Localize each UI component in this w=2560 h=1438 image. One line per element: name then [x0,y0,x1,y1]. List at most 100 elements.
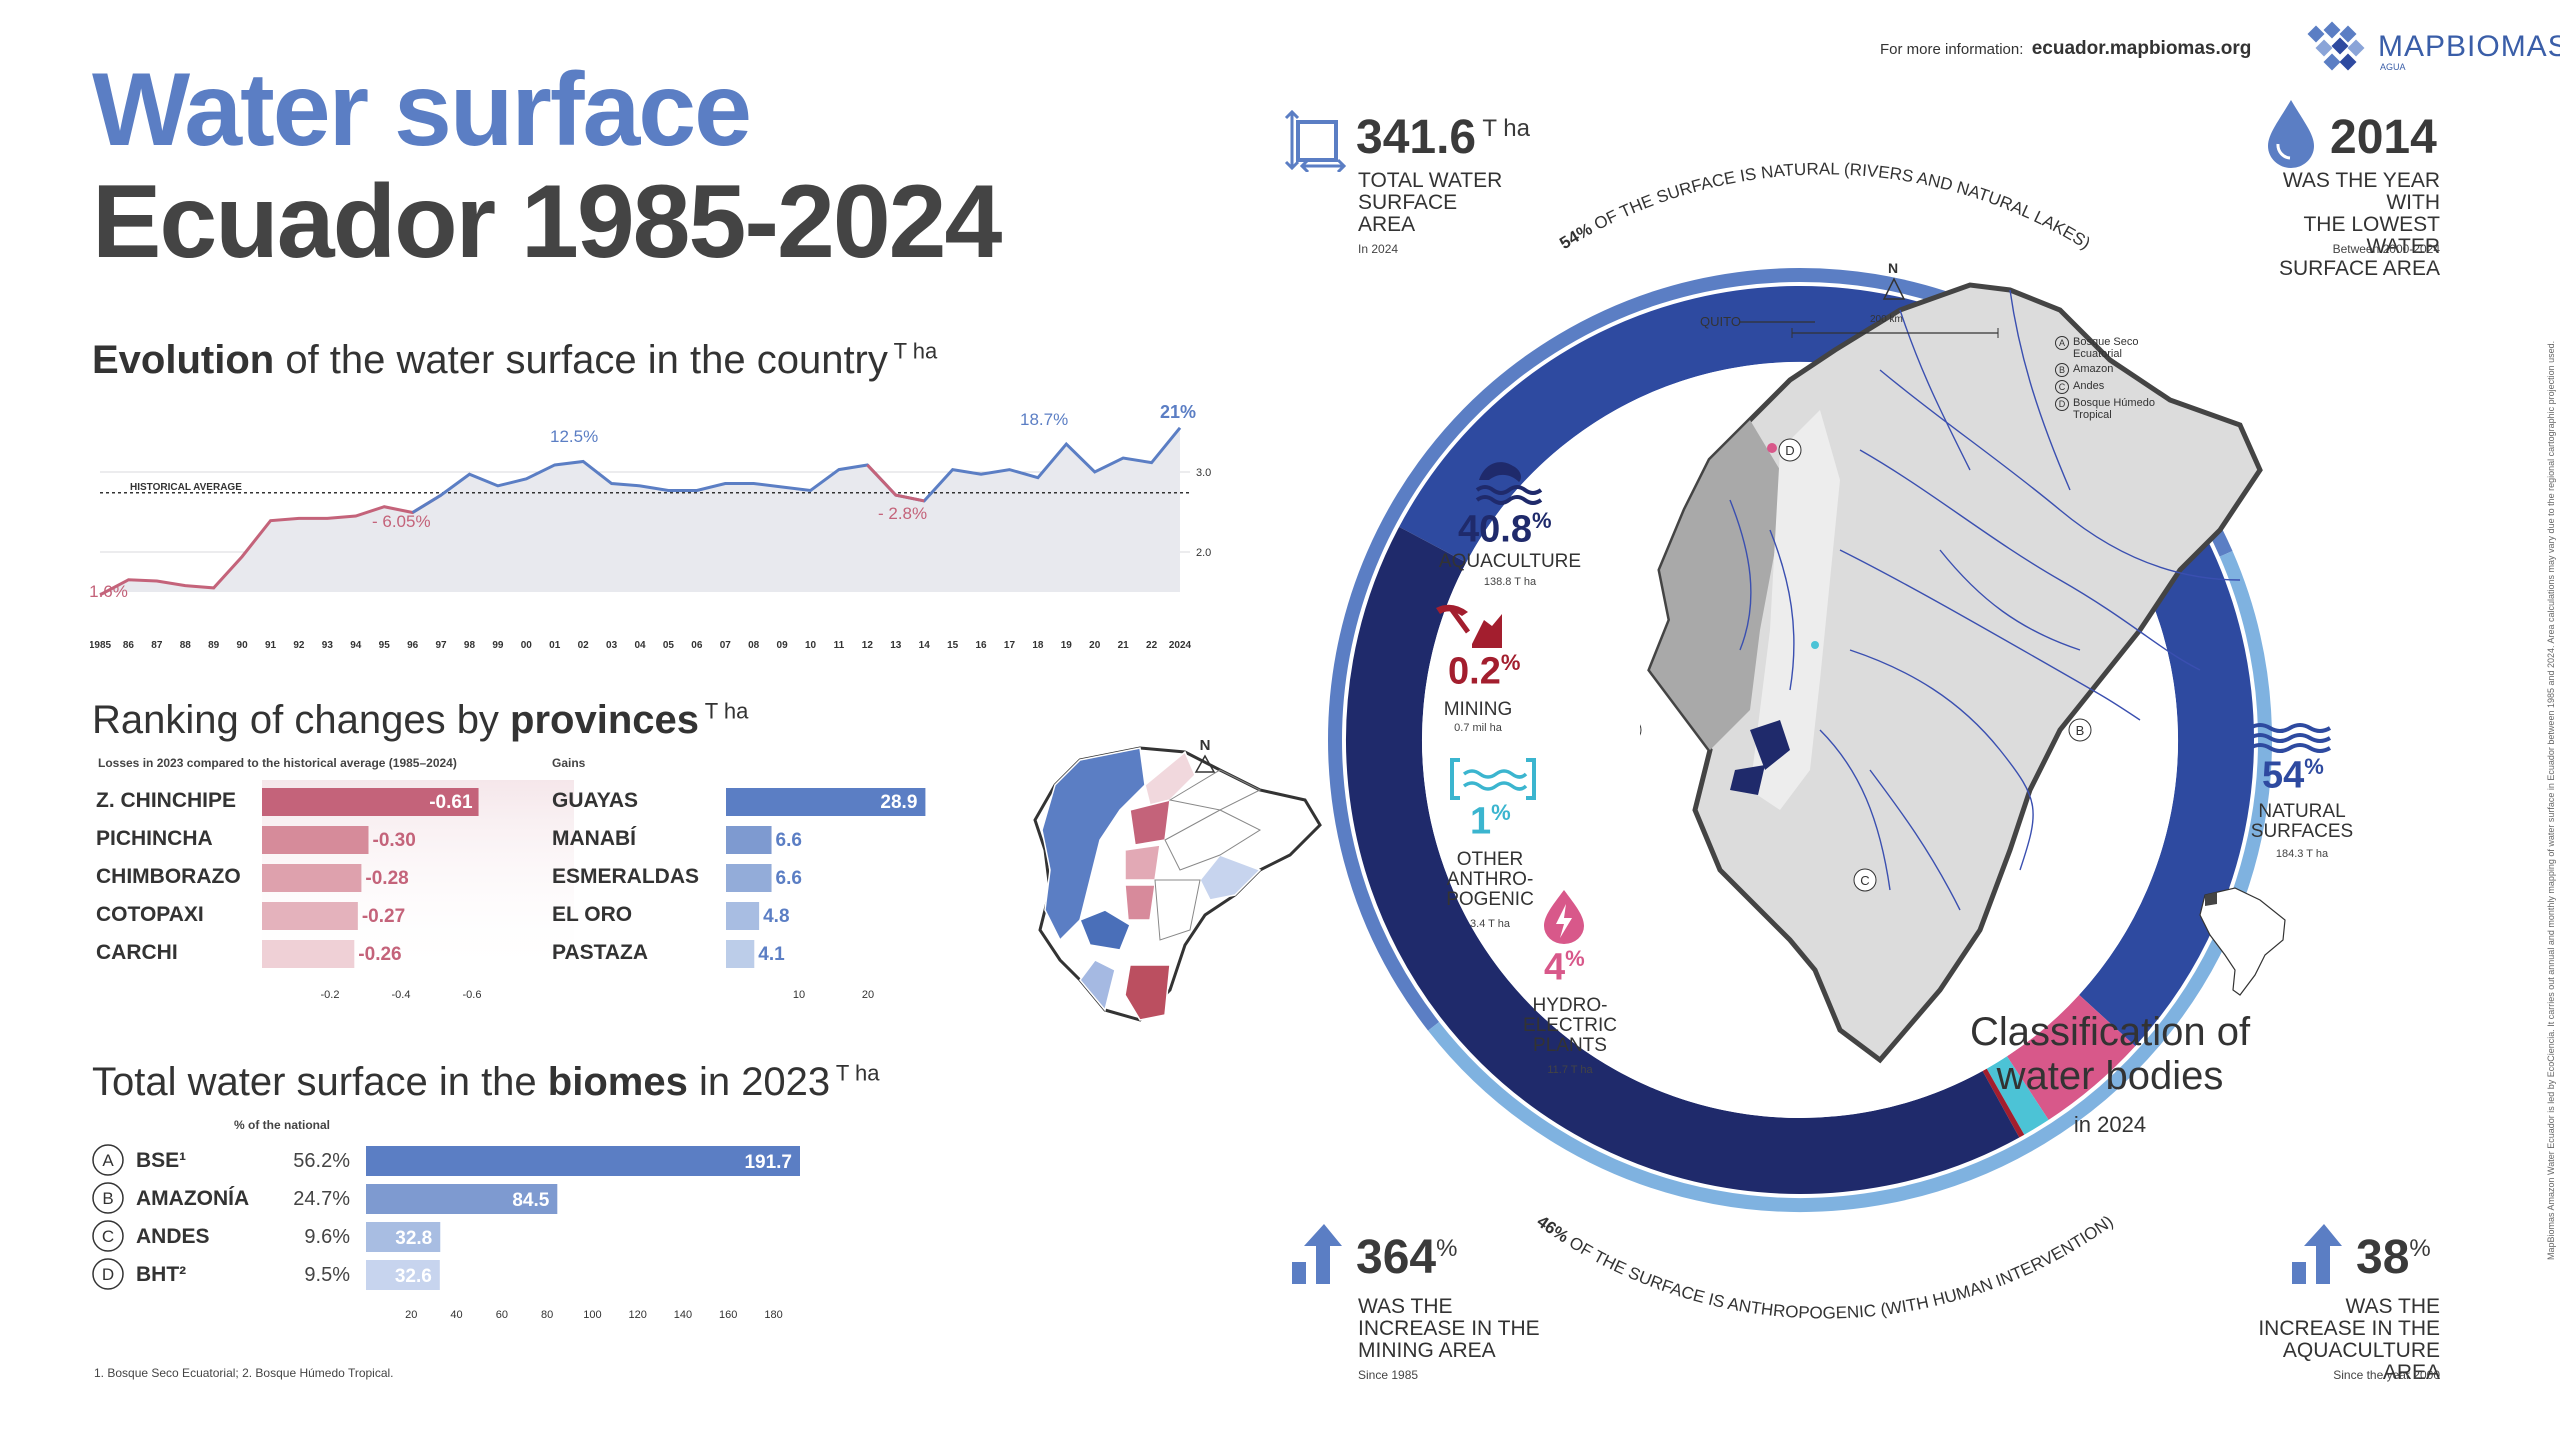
map-north-label: N [1888,260,1899,276]
province-gain-value: 4.1 [758,944,785,965]
year-tick: 12 [862,640,874,650]
province-el-oro [1079,959,1116,1012]
biome-pct: 56.2% [293,1150,350,1172]
provinces-title: Ranking of changes by provinces T ha [92,698,749,742]
page-title-line2: Ecuador 1985-2024 [92,164,1002,280]
year-tick: 98 [464,640,476,650]
year-tick: 96 [407,640,419,650]
province-loss-name: CHIMBORAZO [96,865,241,888]
province-loss-value: -0.61 [429,792,473,813]
area-icon [1284,109,1347,172]
pct-national-header: % of the national [234,1118,330,1132]
year-tick: 19 [1061,640,1073,650]
map-letter-c: C [1853,868,1877,892]
biome-pct: 9.6% [304,1226,350,1248]
hydro-sub: 11.7 T ha [1547,1064,1593,1076]
biome-name: BSE¹ [136,1149,186,1172]
water-drop-icon [2268,100,2314,168]
province-loss-value: -0.26 [358,944,401,965]
biome-name: AMAZONÍA [136,1187,249,1210]
losses-label: Losses in 2023 compared to the historica… [98,756,457,770]
year-tick: 94 [350,640,362,650]
year-tick: 92 [293,640,305,650]
province-loss-value: -0.27 [362,906,405,927]
other-anthropogenic-icon [1450,758,1536,800]
total-area-sub: In 2024 [1358,242,1399,256]
lowest-year-sub: Between 2000-2024 [2332,242,2440,256]
province-loss-name: COTOPAXI [96,903,204,926]
year-tick: 11 [834,640,845,650]
evolution-area [100,427,1180,595]
provinces-map: N [1033,737,1322,1022]
biome-letter: A [102,1151,114,1170]
biome-value: 84.5 [512,1190,549,1211]
biome-axis-tick: 80 [541,1309,553,1321]
natural-surfaces-icon [2248,723,2332,753]
province-gain-name: GUAYAS [552,789,638,812]
year-tick: 03 [606,640,618,650]
annotation-2024: 21% [1160,402,1196,422]
province-gain-bar [726,940,755,968]
natural-pct: 54% [2262,754,2324,797]
biome-name: ANDES [136,1225,210,1248]
biome-axis-tick: 40 [450,1309,462,1321]
legend-item-b: B Amazon [2055,363,2155,378]
biome-letter-circle [92,1182,124,1214]
province-loss-bar [262,940,355,968]
biome-bar [366,1184,558,1214]
year-tick: 14 [919,640,931,650]
historical-average-label: HISTORICAL AVERAGE [130,482,242,493]
province-loss-bar [262,826,369,854]
total-area-label: TOTAL WATER SURFACE AREA [1358,169,1503,237]
hydro-icon [1544,890,1584,944]
mining-pct: 0.2% [1448,650,1521,693]
info-line: For more information: ecuador.mapbiomas.… [1880,38,2252,59]
biome-c-area [1750,410,1840,810]
biome-letter: B [102,1189,113,1208]
biome-value: 32.6 [395,1266,432,1287]
ecuador-map: QUITO A B C D [1640,282,2263,1064]
ring-segment-aquaculture [1346,526,2020,1194]
south-america-inset [2199,887,2286,996]
biome-bar [366,1146,800,1176]
biome-bar [366,1260,440,1290]
north-arrow-icon [1194,754,1216,773]
aquaculture-label: AQUACULTURE [1438,551,1582,572]
aquaculture-sub: 138.8 T ha [1483,576,1537,588]
classification-title: Classification of water bodies [1969,1010,2251,1098]
year-tick: 87 [151,640,163,650]
province-pastaza [1199,854,1262,901]
year-tick: 95 [379,640,391,650]
natural-label: NATURAL SURFACES [2250,801,2354,842]
info-link[interactable]: ecuador.mapbiomas.org [2031,38,2252,59]
year-tick: 00 [521,640,533,650]
ring-segment-other [1986,1056,2049,1135]
biome-axis-tick: 60 [496,1309,508,1321]
year-tick: 15 [947,640,959,650]
biome-bar [366,1222,441,1252]
map-scale-bar [1791,328,1999,338]
year-tick: 01 [549,640,561,650]
ecuador-highlight [2205,892,2217,906]
province-loss-name: Z. CHINCHIPE [96,789,236,812]
mining-increase-value: 364% [1356,1231,1458,1284]
side-note: MapBiomas Amazon Water Ecuador is led by… [2546,340,2556,1260]
evolution-chart: HISTORICAL AVERAGE 3.0 2.0 -31.6% - 6.05… [90,402,1211,650]
evolution-line-below [99,493,442,597]
biome-letter-circle [92,1144,124,1176]
year-tick: 10 [805,640,817,650]
biomes-footnote: 1. Bosque Seco Ecuatorial; 2. Bosque Húm… [94,1366,394,1380]
y-tick-3: 3.0 [1196,467,1211,479]
lowest-year-value: 2014 [2330,111,2437,164]
year-tick: 1985 [90,640,112,650]
map-scale-label: 200 km [1870,314,1903,325]
year-tick: 21 [1118,640,1130,650]
province-gain-bar [726,902,760,930]
year-tick: 20 [1089,640,1101,650]
evolution-line-dip [866,463,925,503]
classification-year: in 2024 [2073,1112,2147,1137]
year-tick: 16 [975,640,987,650]
biome-axis-tick: 120 [628,1309,646,1321]
map-letter-a: A [1640,724,1642,736]
other-patch [1811,641,1819,649]
